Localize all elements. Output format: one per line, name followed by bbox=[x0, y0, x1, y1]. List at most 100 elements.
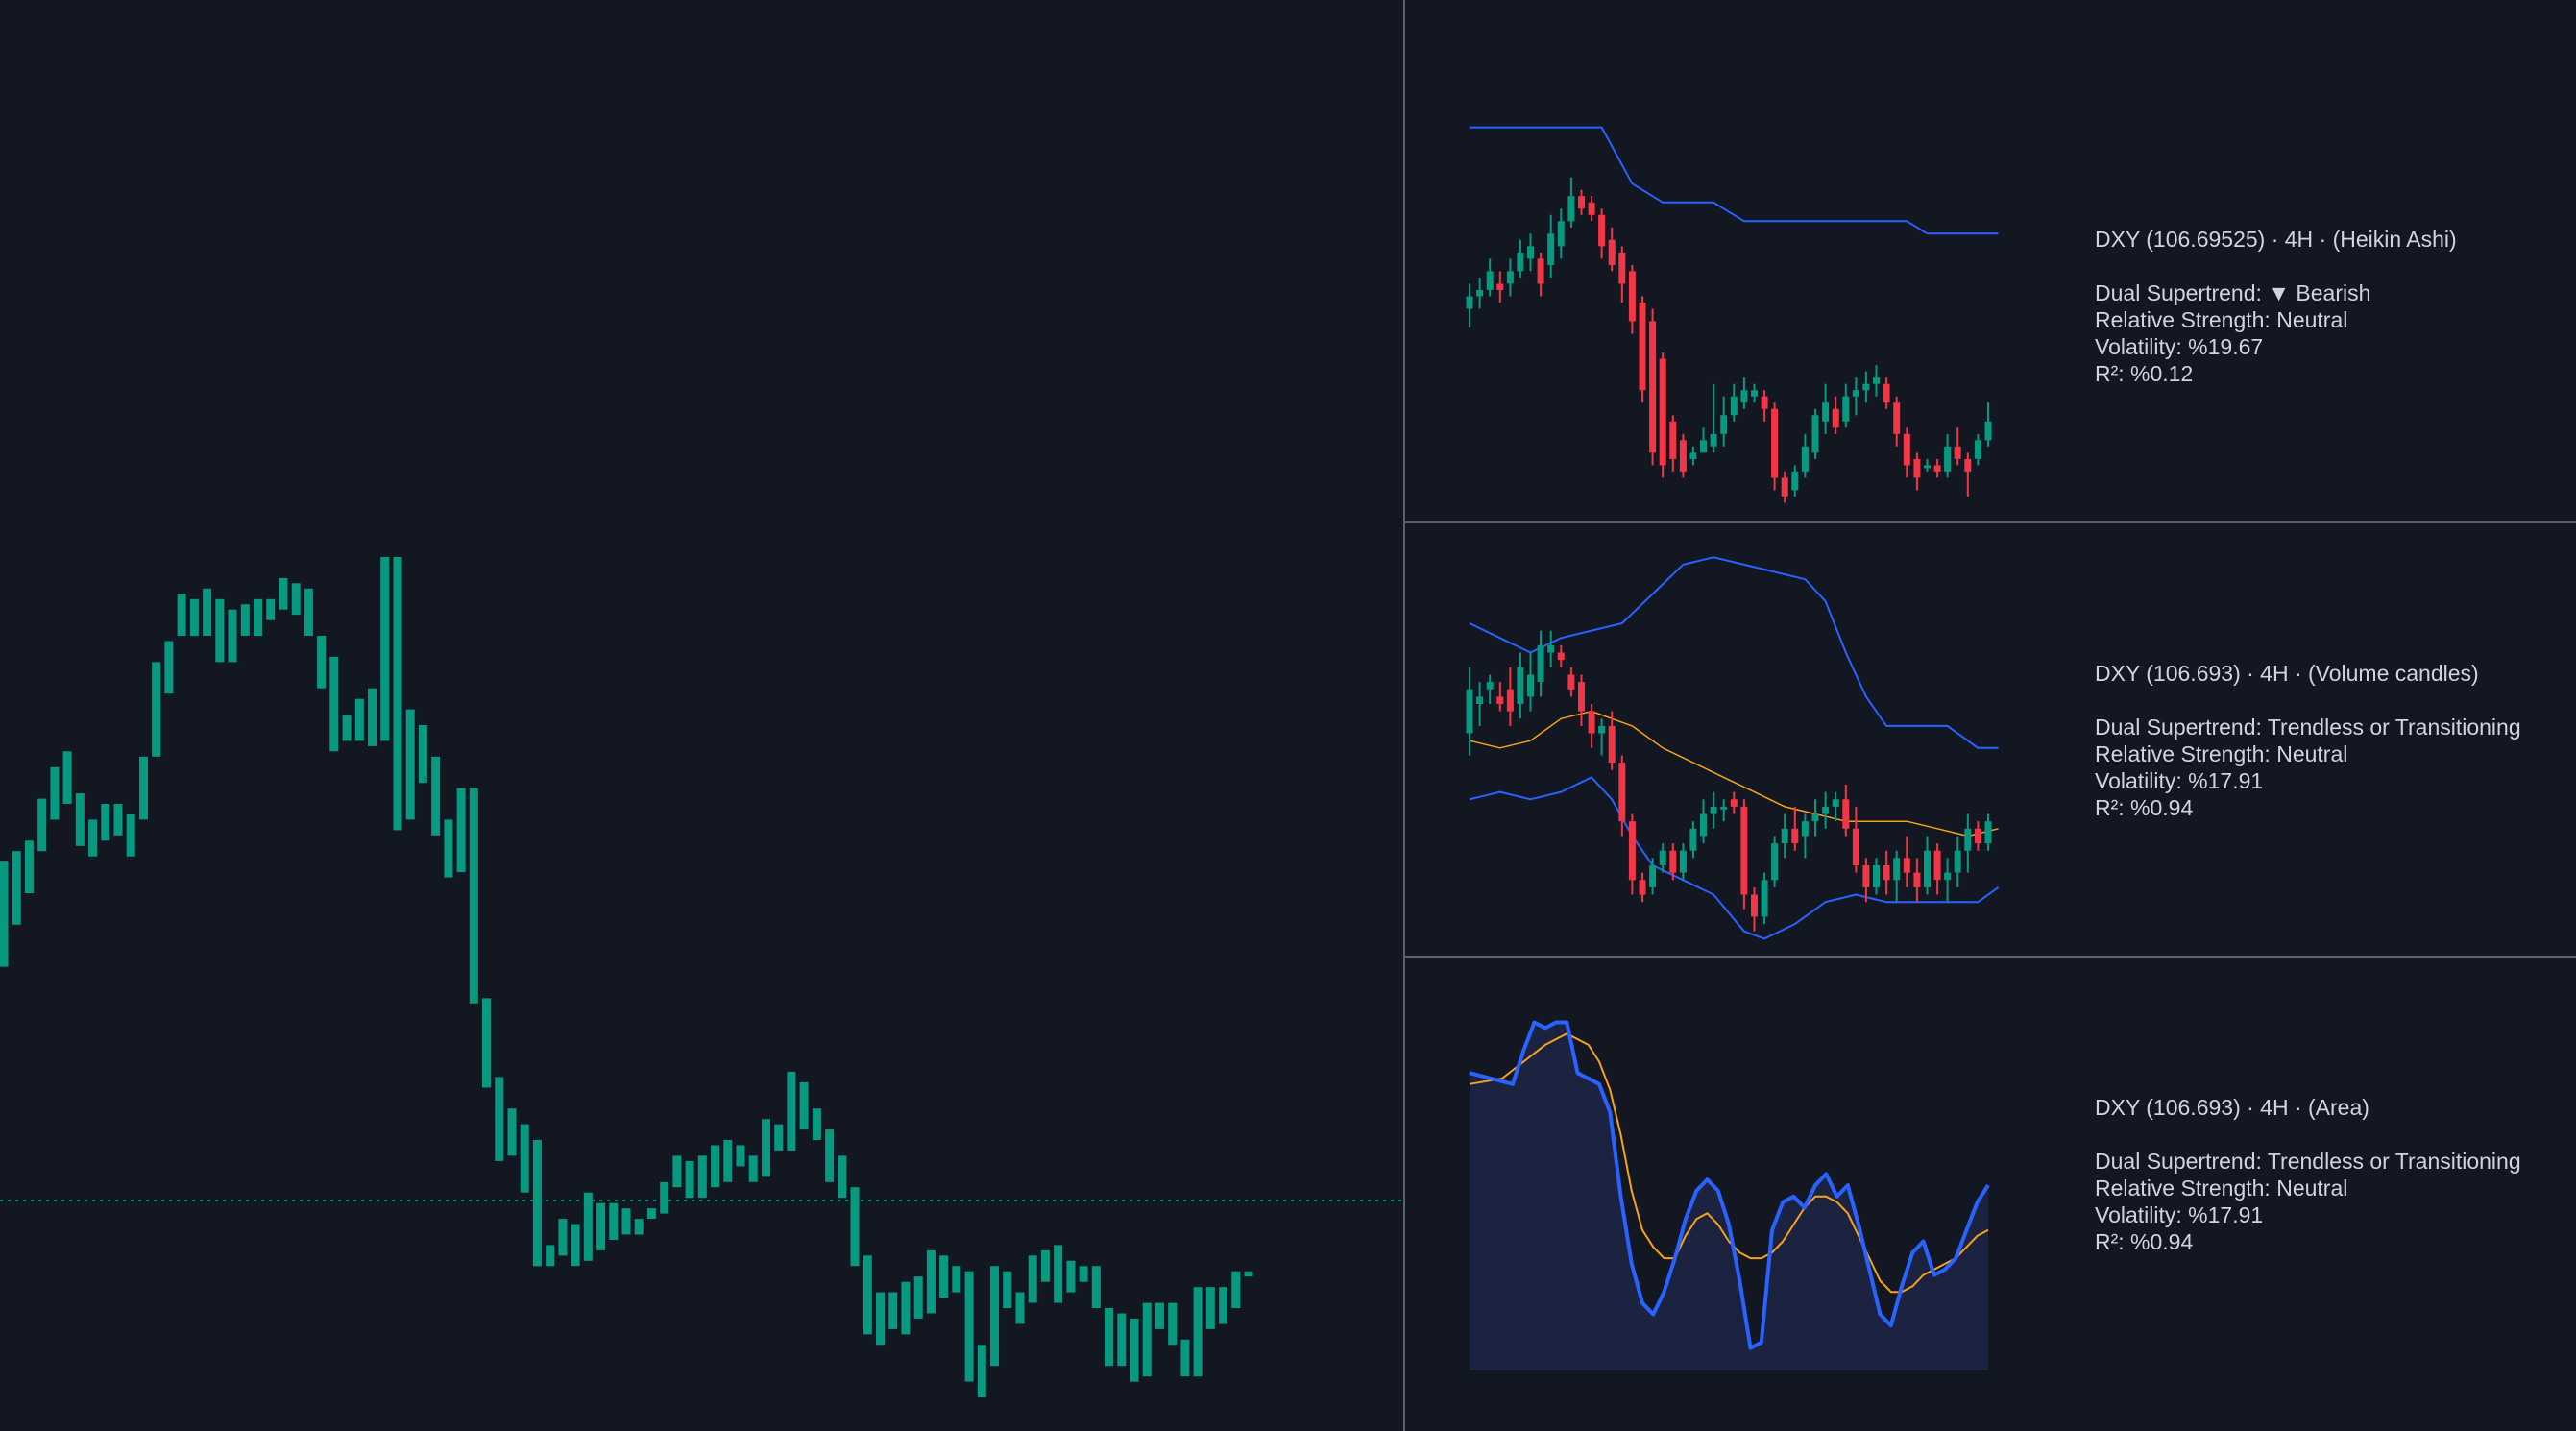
price-bar bbox=[279, 577, 288, 610]
price-bar bbox=[215, 598, 225, 663]
price-bar bbox=[495, 1077, 504, 1161]
volume-candle-body bbox=[1700, 813, 1707, 837]
panel-title: DXY (106.693) · 4H · (Volume candles) bbox=[2095, 661, 2479, 686]
heikin-ashi-candle-body bbox=[1842, 396, 1850, 422]
volume-candle-body bbox=[1862, 865, 1870, 887]
heikin-ashi-candle-body bbox=[1557, 221, 1565, 247]
price-bar bbox=[152, 662, 161, 757]
lower-band-line bbox=[1469, 776, 2000, 940]
volume-candle-body bbox=[1873, 865, 1880, 887]
relative-strength-status: Relative Strength: Neutral bbox=[2095, 741, 2348, 766]
volume-candle-body bbox=[1791, 828, 1799, 844]
price-bar bbox=[177, 594, 186, 636]
volume-candle-body bbox=[1832, 799, 1839, 807]
heikin-ashi-candle-body bbox=[1791, 471, 1799, 491]
price-bar bbox=[672, 1155, 682, 1188]
heikin-ashi-candle-body bbox=[1547, 233, 1555, 265]
price-bar bbox=[469, 788, 478, 1004]
price-bar bbox=[101, 804, 110, 841]
price-bar bbox=[711, 1145, 720, 1188]
price-bar bbox=[723, 1140, 733, 1182]
heikin-ashi-candle-body bbox=[1700, 440, 1707, 453]
supertrend-status: Dual Supertrend: Trendless or Transition… bbox=[2095, 715, 2521, 740]
volume-candle-body bbox=[1954, 850, 1961, 873]
price-bar bbox=[37, 798, 47, 852]
price-bar bbox=[113, 804, 123, 836]
price-bar bbox=[1142, 1302, 1152, 1377]
price-bar bbox=[1205, 1287, 1215, 1329]
price-bar bbox=[62, 751, 72, 804]
volume-candle-body bbox=[1822, 806, 1830, 814]
volume-candle-body bbox=[1567, 674, 1575, 690]
price-bar bbox=[507, 1108, 517, 1156]
heikin-ashi-candle-body bbox=[1517, 252, 1524, 272]
price-bar bbox=[660, 1181, 669, 1214]
heikin-ashi-candle-body bbox=[1689, 452, 1697, 459]
price-bar bbox=[748, 1155, 758, 1182]
price-bar bbox=[24, 840, 34, 893]
heikin-ashi-candle-body bbox=[1506, 271, 1514, 284]
volatility-value: Volatility: %17.91 bbox=[2095, 1202, 2264, 1227]
heikin-ashi-candle-body bbox=[1984, 421, 1992, 441]
volume-candle-body bbox=[1466, 689, 1473, 734]
heikin-ashi-candle-body bbox=[1567, 196, 1575, 222]
volume-candle-body bbox=[1537, 644, 1544, 683]
price-bar bbox=[913, 1276, 923, 1319]
price-bar bbox=[203, 588, 212, 636]
price-bar bbox=[1003, 1271, 1012, 1308]
volume-candle-body bbox=[1842, 799, 1850, 829]
volume-candle-body bbox=[1944, 872, 1952, 881]
price-bar bbox=[646, 1208, 656, 1219]
area-panel-chart[interactable] bbox=[1405, 958, 2020, 1431]
heikin-ashi-candle-body bbox=[1496, 283, 1504, 290]
volume-candle-body bbox=[1771, 843, 1779, 881]
price-bar bbox=[329, 656, 339, 752]
price-bar bbox=[596, 1202, 606, 1250]
heikin-ashi-candle-body bbox=[1679, 440, 1687, 472]
price-bar bbox=[405, 709, 415, 820]
volume-candle-body bbox=[1974, 828, 1981, 844]
price-bar bbox=[1154, 1302, 1164, 1329]
price-bar bbox=[1130, 1319, 1139, 1382]
supertrend-status: Dual Supertrend: ▼ Bearish bbox=[2095, 280, 2371, 305]
heikin-ashi-candle-body bbox=[1608, 239, 1616, 265]
volume-candle-body bbox=[1578, 682, 1585, 712]
heikin-ashi-candle-body bbox=[1883, 383, 1890, 403]
price-bar bbox=[418, 725, 427, 784]
heikin-ashi-candle-body bbox=[1862, 383, 1870, 391]
price-bar bbox=[164, 641, 174, 694]
heikin-ashi-candle-body bbox=[1933, 465, 1941, 472]
heikin-ashi-candle-body bbox=[1486, 271, 1494, 290]
r-squared-value: R²: %0.94 bbox=[2095, 1229, 2194, 1254]
price-bar bbox=[1244, 1271, 1253, 1277]
heikin-ashi-candle-body bbox=[1618, 252, 1626, 284]
volume-candles-panel-chart[interactable] bbox=[1405, 523, 2020, 956]
price-bar bbox=[291, 583, 301, 616]
price-bar bbox=[634, 1219, 644, 1235]
volume-candle-body bbox=[1781, 828, 1788, 844]
heikin-ashi-candle-body bbox=[1751, 390, 1758, 397]
price-bar bbox=[977, 1345, 986, 1397]
volume-candle-body bbox=[1496, 696, 1504, 704]
volume-candle-body bbox=[1486, 682, 1494, 690]
price-bar bbox=[876, 1292, 885, 1346]
price-bar bbox=[1028, 1255, 1037, 1303]
heikin-ashi-candle-body bbox=[1893, 402, 1901, 434]
volume-candle-body bbox=[1964, 828, 1972, 851]
volatility-value: Volatility: %19.67 bbox=[2095, 334, 2264, 359]
heikin-ashi-panel-chart[interactable] bbox=[1405, 0, 2020, 521]
volume-candle-body bbox=[1710, 806, 1717, 814]
main-bar-chart[interactable] bbox=[0, 0, 1402, 1431]
price-bar bbox=[317, 636, 327, 689]
heikin-ashi-candle-body bbox=[1537, 258, 1544, 284]
heikin-ashi-candle-body bbox=[1720, 415, 1728, 434]
volume-candle-body bbox=[1903, 858, 1910, 873]
heikin-ashi-candle-body bbox=[1761, 396, 1768, 409]
price-bar bbox=[431, 756, 441, 836]
volume-candle-body bbox=[1517, 667, 1524, 704]
price-bar bbox=[368, 688, 377, 746]
price-bar bbox=[1231, 1271, 1241, 1308]
heikin-ashi-candle-body bbox=[1649, 321, 1657, 453]
horizontal-divider-1 bbox=[1405, 521, 2576, 523]
volume-candle-body bbox=[1506, 689, 1514, 712]
